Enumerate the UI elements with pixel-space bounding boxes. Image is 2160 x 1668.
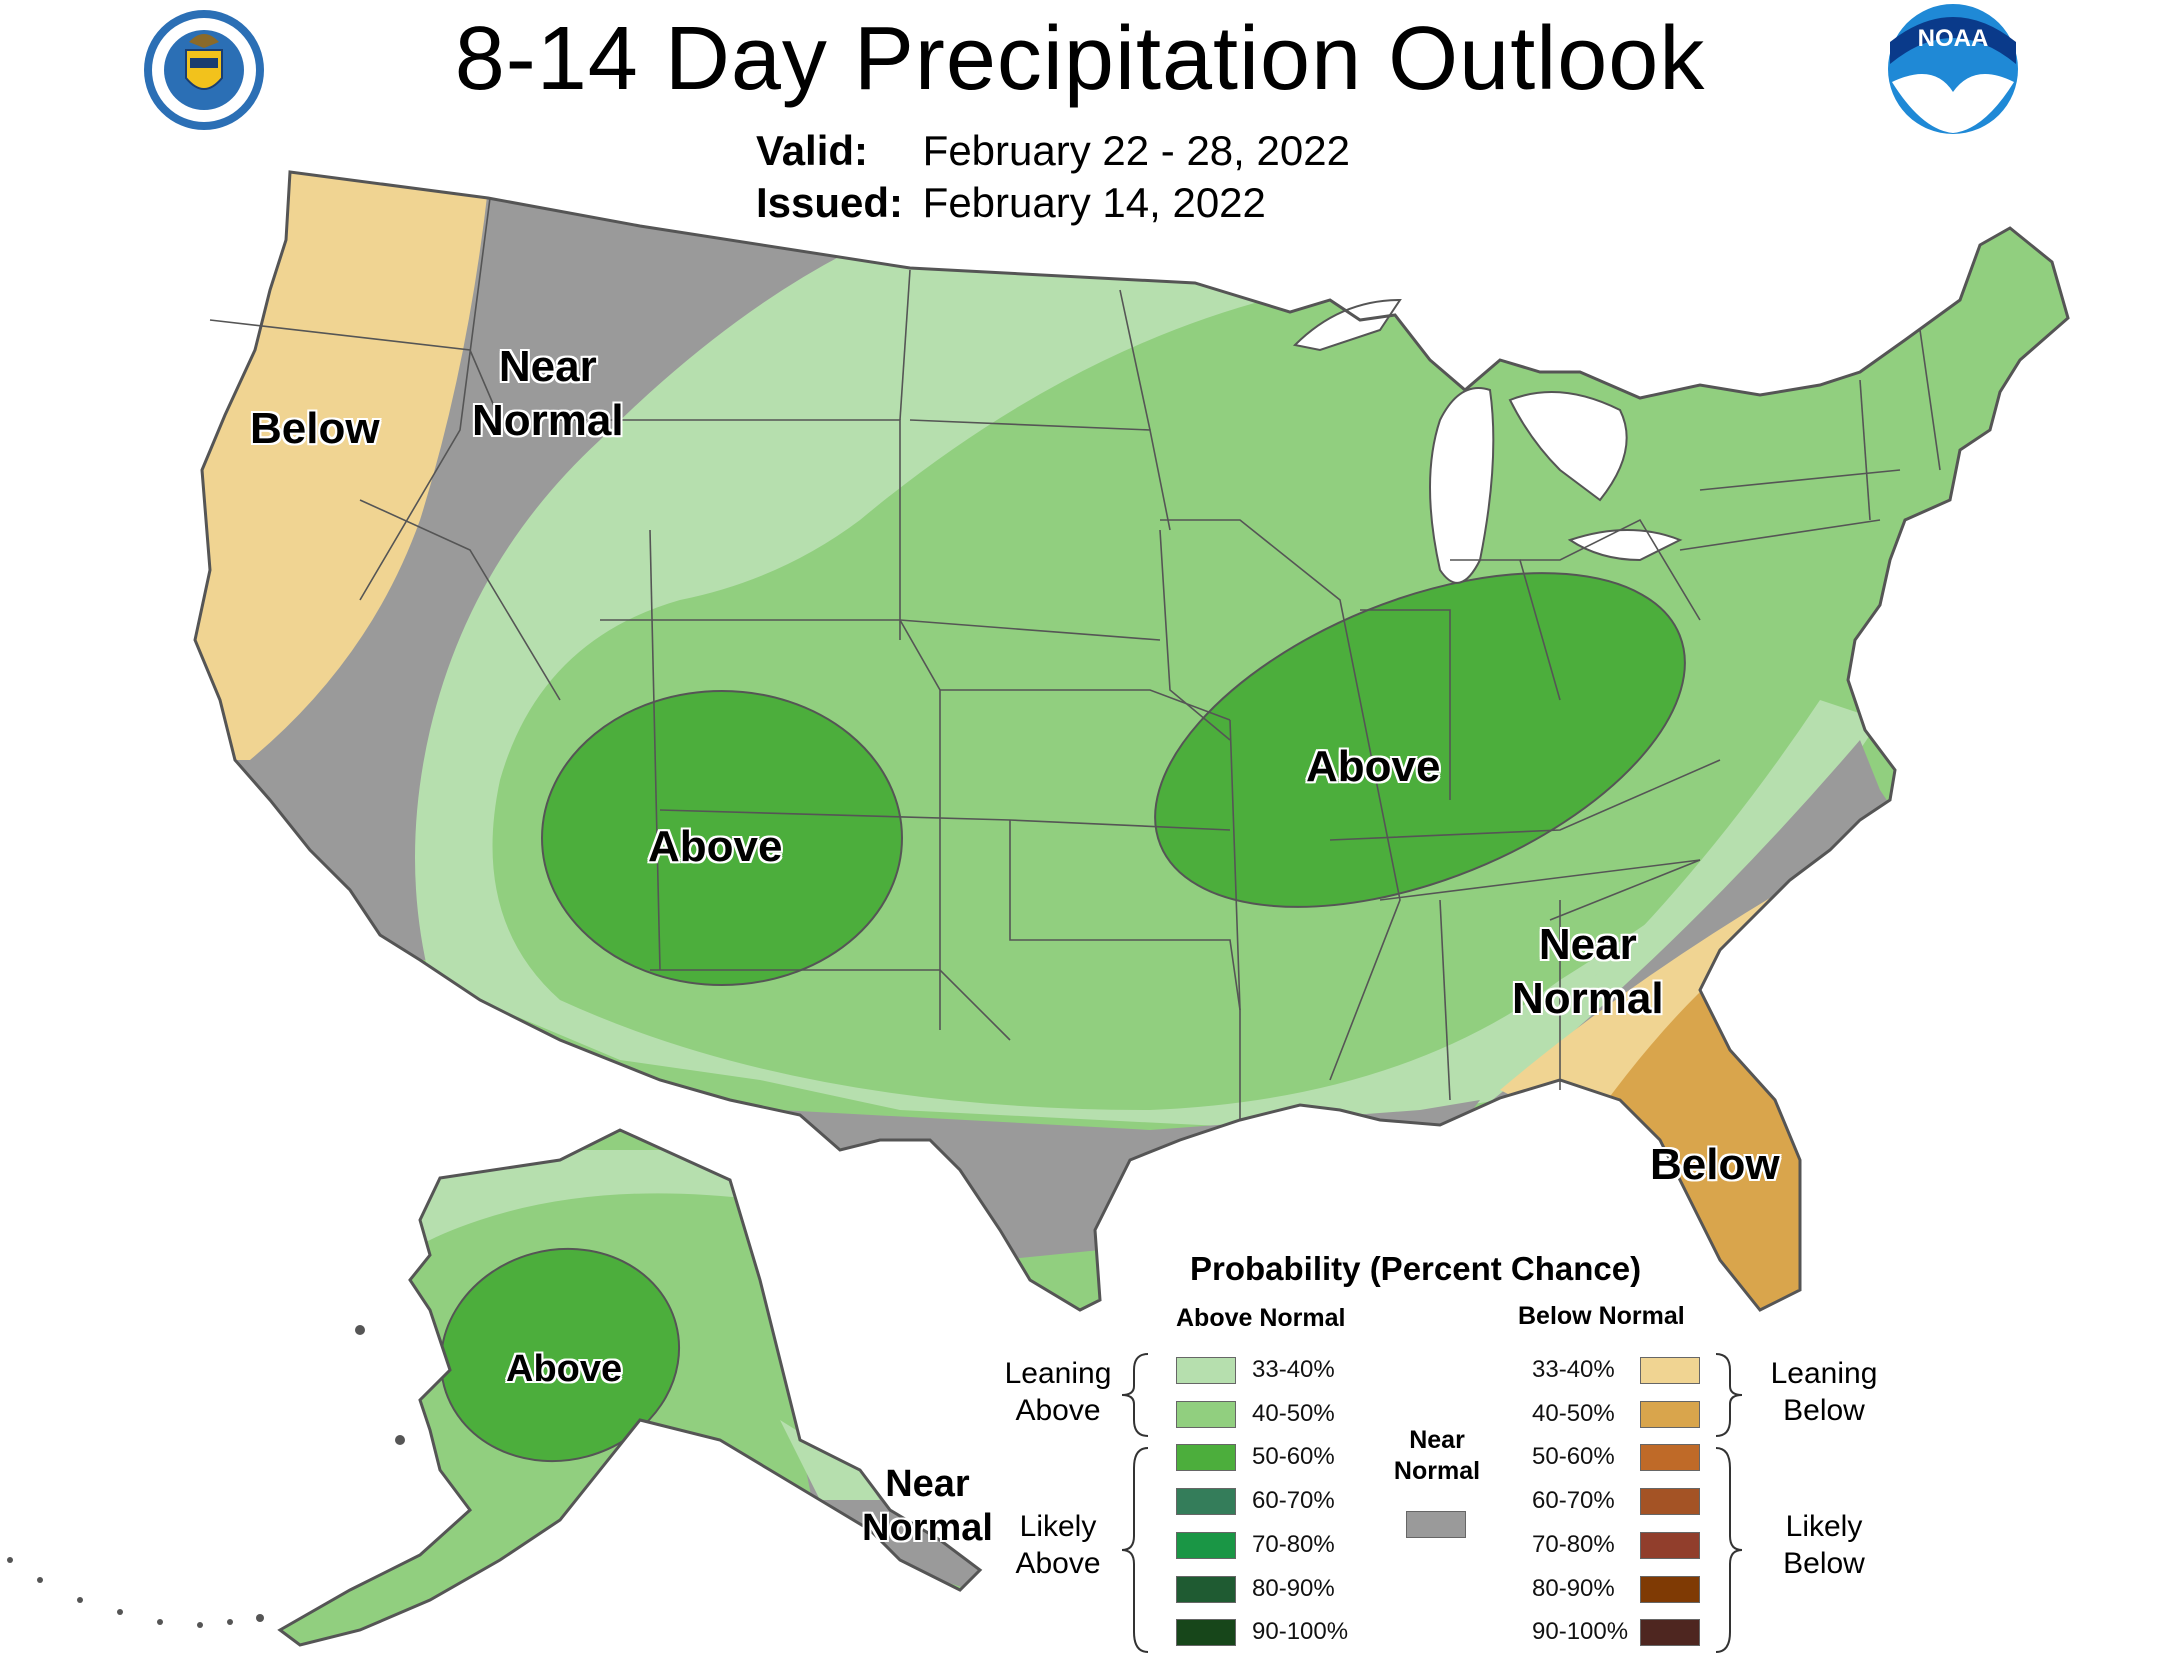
label-florida-below: Below [1650,1140,1780,1189]
swatch-below-0 [1640,1357,1700,1384]
issued-row: Issued: February 14, 2022 [756,177,1350,229]
swatch-above-label-4: 70-80% [1252,1530,1335,1558]
label-southeast-near-normal: Near Normal [1512,918,1664,1026]
legend-likely-below: Likely Below [1762,1508,1886,1582]
legend-leaning-below: Leaning Below [1762,1355,1886,1429]
conus-outline [193,170,2070,1312]
label-central-above: Above [1306,742,1441,791]
likely-below-line1: Likely [1785,1510,1863,1543]
likely-above-line1: Likely [1019,1510,1097,1543]
likely-above-line2: Above [1015,1547,1101,1580]
brace-leaning-below [1715,1353,1743,1437]
issued-label: Issued: [756,179,904,226]
swatch-above-label-3: 60-70% [1252,1487,1335,1515]
swatch-above-4 [1176,1531,1236,1559]
swatch-below-4 [1640,1531,1700,1559]
legend-below-header: Below Normal [1518,1302,1685,1330]
swatch-above-5 [1176,1575,1236,1603]
swatch-below-3 [1640,1488,1700,1516]
label-nw-normal: Normal [472,396,624,445]
swatch-above-1 [1176,1400,1236,1428]
date-block: Valid: February 22 - 28, 2022 Issued: Fe… [756,125,1350,229]
legend-likely-above: Likely Above [1000,1508,1116,1582]
issued-value: February 14, 2022 [922,179,1266,226]
label-se-normal: Normal [1512,974,1664,1023]
swatch-below-label-4: 70-80% [1532,1530,1615,1558]
swatch-below-label-5: 80-90% [1532,1574,1615,1602]
valid-row: Valid: February 22 - 28, 2022 [756,125,1350,177]
swatch-above-label-1: 40-50% [1252,1399,1335,1427]
swatch-above-label-2: 50-60% [1252,1443,1335,1471]
state-borders [209,197,1941,1120]
swatch-below-label-3: 60-70% [1532,1487,1615,1515]
swatch-below-label-0: 33-40% [1532,1356,1615,1383]
swatch-above-label-6: 90-100% [1252,1618,1349,1646]
swatch-above-label-0: 33-40% [1252,1356,1335,1383]
near-normal-line2: Normal [1393,1457,1481,1485]
label-northwest-near-normal: Near Normal [472,340,624,448]
conus-shading [195,172,2068,1310]
page-title: 8-14 Day Precipitation Outlook [454,9,1706,109]
label-ak-near: Near [885,1463,970,1505]
alaska-outline [277,1128,983,1647]
swatch-above-2 [1176,1444,1236,1472]
label-southwest-above: Above [648,822,783,871]
noaa-logo: NOAA [1888,4,2018,134]
swatch-below-label-6: 90-100% [1532,1618,1629,1646]
legend-title: Probability (Percent Chance) [1190,1250,1642,1287]
label-ak-normal: Normal [862,1507,993,1549]
swatch-above-6 [1176,1619,1236,1647]
leaning-above-line2: Above [1015,1394,1101,1427]
swatch-below-1 [1640,1400,1700,1428]
label-se-near: Near [1538,920,1637,969]
likely-below-line2: Below [1783,1547,1865,1580]
alaska-shading [280,1130,980,1645]
swatch-near-normal [1406,1511,1466,1538]
label-west-below: Below [250,404,380,453]
label-nw-near: Near [498,342,597,391]
swatch-below-label-1: 40-50% [1532,1399,1615,1427]
swatch-above-3 [1176,1488,1236,1516]
label-alaska-above: Above [506,1348,623,1390]
legend-near-normal: Near Normal [1382,1425,1492,1487]
legend-leaning-above: Leaning Above [996,1355,1120,1429]
brace-likely-above [1121,1447,1149,1653]
swatch-below-6 [1640,1619,1700,1647]
swatch-above-0 [1176,1357,1236,1384]
leaning-below-line1: Leaning [1770,1357,1878,1390]
swatch-below-2 [1640,1444,1700,1472]
swatch-above-label-5: 80-90% [1252,1574,1335,1602]
label-alaska-near-normal: Near Normal [862,1462,993,1550]
near-normal-line1: Near [1409,1426,1465,1454]
leaning-above-line1: Leaning [1004,1357,1112,1390]
commerce-seal-logo [144,10,264,130]
swatch-below-label-2: 50-60% [1532,1443,1615,1471]
brace-likely-below [1715,1447,1743,1653]
great-lakes [1292,298,1683,584]
valid-value: February 22 - 28, 2022 [922,127,1350,174]
legend-above-header: Above Normal [1176,1304,1346,1332]
noaa-logo-text: NOAA [1918,25,1989,52]
swatch-below-5 [1640,1575,1700,1603]
leaning-below-line2: Below [1783,1394,1865,1427]
brace-leaning-above [1121,1353,1149,1437]
aleutian-islands [7,1325,405,1628]
valid-label: Valid: [756,127,869,174]
